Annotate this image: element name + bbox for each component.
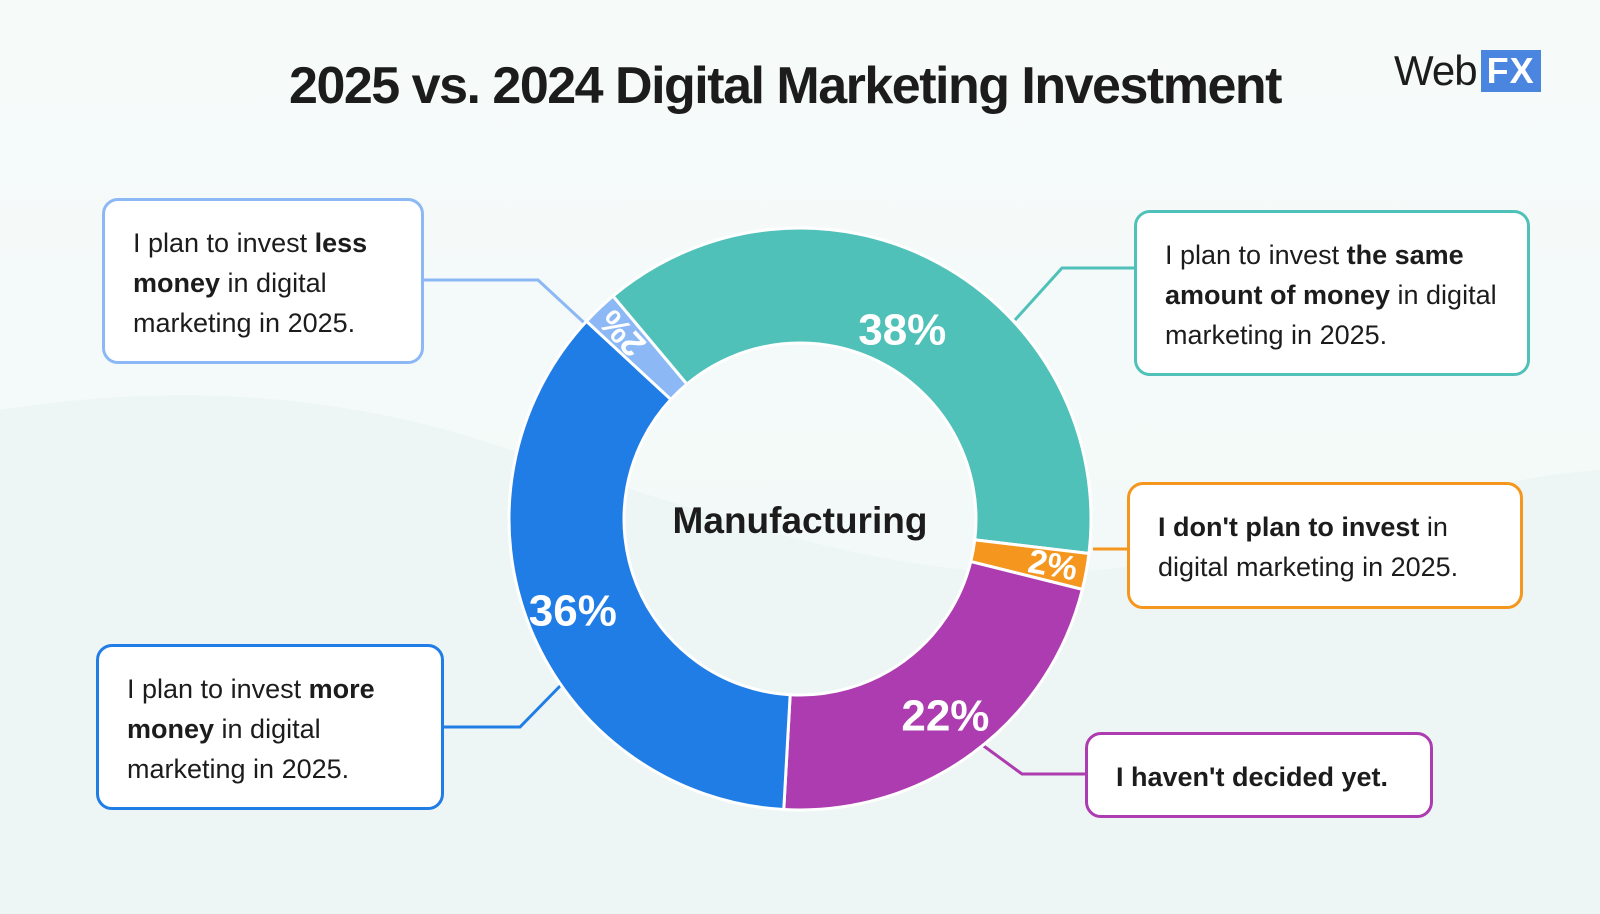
callout-undecided: I haven't decided yet. xyxy=(1085,732,1433,818)
callout-less: I plan to invest less money in digital m… xyxy=(102,198,424,364)
leader-more xyxy=(444,681,565,729)
slice-undecided xyxy=(782,559,1085,812)
label-undecided: 22% xyxy=(901,692,989,741)
label-more: 36% xyxy=(529,586,617,635)
slice-same xyxy=(610,226,1093,556)
callout-text: in digital marketing in 2025. xyxy=(133,268,356,338)
leader-less xyxy=(424,278,594,332)
callout-text: I plan to invest xyxy=(1165,240,1347,270)
callout-text: in digital marketing in 2025. xyxy=(1165,280,1497,350)
callout-bold-text: I don't plan to invest xyxy=(1158,512,1420,542)
logo-fx-badge: FX xyxy=(1480,50,1541,92)
callout-text: in digital marketing in 2025. xyxy=(127,714,350,784)
callout-text: in digital marketing in 2025. xyxy=(1158,512,1459,582)
leader-same xyxy=(1013,266,1134,322)
slice-more xyxy=(507,319,792,812)
callout-text: I plan to invest xyxy=(127,674,309,704)
callout-same: I plan to invest the same amount of mone… xyxy=(1134,210,1530,376)
callout-none: I don't plan to invest in digital market… xyxy=(1127,482,1523,609)
webfx-logo: Web FX xyxy=(1394,48,1541,94)
leader-undecided xyxy=(980,742,1085,776)
slice-less xyxy=(584,293,689,402)
label-same: 38% xyxy=(858,305,946,354)
callout-bold-text: less money xyxy=(133,228,368,298)
callout-text: I plan to invest xyxy=(133,228,315,258)
logo-web-text: Web xyxy=(1394,47,1478,94)
chart-title: 2025 vs. 2024 Digital Marketing Investme… xyxy=(289,57,1282,115)
callout-bold-text: the same amount of money xyxy=(1165,240,1464,310)
callout-bold-text: more money xyxy=(127,674,375,744)
callout-bold-text: I haven't decided yet. xyxy=(1116,762,1389,792)
callout-more: I plan to invest more money in digital m… xyxy=(96,644,444,810)
center-label: Manufacturing xyxy=(672,500,928,541)
